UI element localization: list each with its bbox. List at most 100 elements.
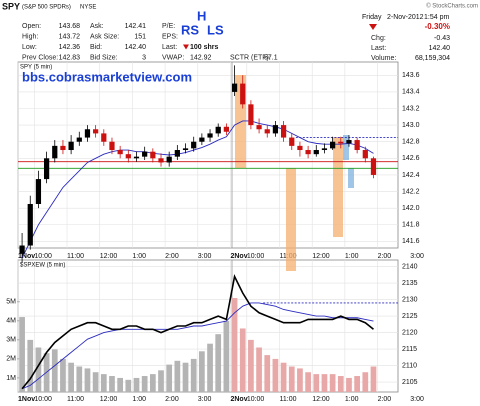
quote-value: 142.40 — [429, 45, 451, 52]
candle-body — [60, 145, 66, 151]
quote-label: VWAP: — [162, 54, 184, 61]
x-tick-label: 12:00 — [100, 253, 118, 260]
x-tick-label: 1Nov — [18, 253, 35, 260]
x-tick-label: 10:00 — [247, 253, 265, 260]
quote-label: Prev Close: — [22, 54, 58, 61]
y-tick-label: 142.6 — [402, 155, 420, 162]
highlight-box — [348, 168, 354, 188]
highlight-box — [333, 137, 343, 237]
x-tick-label: 10:00 — [247, 396, 265, 403]
annotation-url: bbs.cobrasmarketview.com — [22, 69, 192, 84]
volume-bar — [215, 334, 222, 392]
panel-title: SPY (5 min) — [20, 65, 52, 71]
quote-label: Chg: — [371, 35, 386, 42]
candle-body — [27, 203, 33, 246]
quote-value: 3 — [142, 54, 146, 61]
volume-bar — [76, 366, 83, 392]
x-tick-label: 2:00 — [165, 396, 179, 403]
volume-bar — [51, 349, 58, 392]
volume-bar — [166, 364, 173, 392]
credit: © StockCharts.com — [426, 3, 478, 10]
x-tick-label: 12:00 — [100, 396, 118, 403]
y2-tick-label: 3M — [6, 337, 16, 344]
y-tick-label: 2135 — [402, 280, 418, 287]
candle-body — [280, 125, 287, 138]
candle-body — [133, 156, 140, 159]
volume-bar — [231, 298, 238, 392]
annotation-ls: LS — [207, 22, 224, 37]
x-tick-label: 2:00 — [378, 396, 392, 403]
panel-title: $SPXEW (5 min) — [20, 263, 65, 269]
volume-bar — [133, 377, 140, 392]
x-tick-label: 1:00 — [345, 253, 359, 260]
volume-bar — [141, 376, 148, 392]
candle-body — [346, 140, 352, 144]
y-tick-label: 2120 — [402, 329, 418, 336]
quote-value: -0.43 — [434, 35, 450, 42]
volume-bar — [60, 358, 66, 392]
candle-body — [330, 141, 336, 149]
quote-label: EPS: — [162, 33, 178, 40]
candle-body — [158, 158, 164, 163]
candle-body — [84, 129, 91, 138]
volume-bar — [92, 372, 99, 392]
candle-body — [272, 125, 279, 134]
x-tick-label: 3:00 — [198, 396, 212, 403]
candle-body — [191, 141, 197, 149]
quote-value: 142.92 — [190, 54, 212, 61]
y2-tick-label: 1M — [6, 375, 16, 382]
exchange: NYSE — [80, 5, 96, 11]
moving-average — [21, 120, 374, 259]
quote-label: Bid Size: — [90, 54, 118, 61]
quote-value: 57.1 — [264, 54, 278, 61]
annotation-rs: RS — [181, 22, 199, 37]
highlight-box — [235, 75, 246, 168]
x-tick-label: 1:00 — [132, 396, 146, 403]
symbol: SPY — [2, 1, 20, 11]
security-name: (S&P 500 SPDRs) — [22, 5, 71, 11]
x-tick-label: 3:00 — [410, 253, 424, 260]
candle-body — [354, 140, 360, 151]
volume-bar — [199, 351, 205, 392]
volume-bar — [280, 362, 287, 392]
x-tick-label: 12:00 — [312, 396, 330, 403]
y-tick-label: 142.0 — [402, 205, 420, 212]
moving-average — [21, 302, 374, 390]
quote-label: Last: — [162, 44, 177, 51]
y-tick-label: 141.8 — [402, 222, 420, 229]
candle-body — [19, 245, 25, 254]
candle-body — [43, 158, 50, 180]
quote-value: 100 shrs — [190, 44, 219, 51]
x-tick-label: 11:00 — [280, 396, 297, 403]
volume-bar — [248, 339, 254, 392]
y-tick-label: 2130 — [402, 296, 418, 303]
candle-body — [297, 145, 303, 151]
candle-body — [52, 145, 58, 159]
quote-value: 143.68 — [59, 23, 81, 30]
quote-label: High: — [22, 33, 38, 40]
volume-bar — [354, 376, 360, 392]
volume-bar — [207, 343, 213, 392]
quote-value: 142.83 — [59, 54, 81, 61]
candle-body — [289, 137, 295, 146]
x-tick-label: 10:00 — [34, 253, 52, 260]
y-tick-label: 2110 — [402, 362, 417, 369]
data-layer — [18, 65, 398, 392]
volume-bar — [321, 374, 328, 392]
x-tick-label: 3:00 — [198, 253, 212, 260]
x-tick-label: 10:00 — [34, 396, 52, 403]
quote-value: 143.72 — [59, 33, 81, 40]
y-tick-label: 2140 — [402, 263, 418, 270]
y-tick-label: 142.4 — [402, 172, 420, 179]
x-tick-label: 1:00 — [345, 396, 359, 403]
x-tick-label: 2:00 — [165, 253, 179, 260]
x-tick-label: 1Nov — [18, 396, 35, 403]
candle-body — [321, 148, 328, 151]
y-tick-label: 2105 — [402, 379, 418, 386]
volume-bar — [362, 372, 369, 392]
volume-bar — [84, 368, 91, 392]
candle-body — [174, 150, 180, 157]
down-arrow — [183, 44, 189, 50]
volume-bar — [288, 366, 295, 392]
candle-body — [264, 129, 270, 134]
